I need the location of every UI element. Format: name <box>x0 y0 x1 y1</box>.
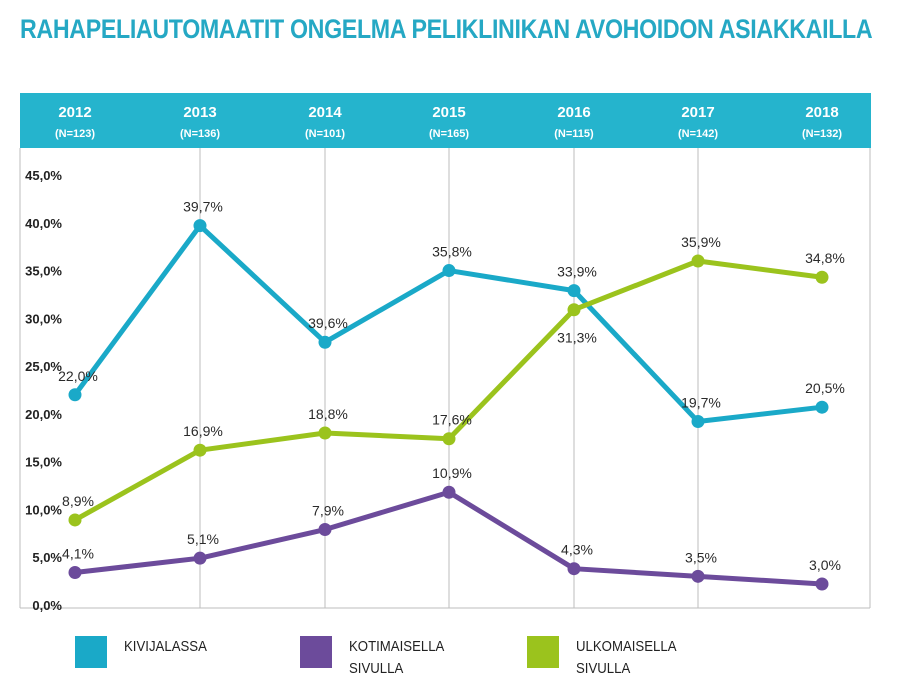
header-n-label: (N=123) <box>55 128 95 140</box>
data-point <box>815 270 829 284</box>
legend-swatch-kotimaisella-sivulla <box>300 636 332 668</box>
header-n-label: (N=136) <box>180 128 220 140</box>
legend-label-ulkomaisella-sivulla: ULKOMAISELLA SIVULLA <box>576 636 699 680</box>
header-band <box>20 93 871 148</box>
data-label: 5,1% <box>187 531 219 547</box>
y-tick-label: 30,0% <box>25 311 62 326</box>
data-point <box>815 400 829 414</box>
header-n-label: (N=132) <box>802 128 842 140</box>
data-point <box>318 335 332 349</box>
data-label: 20,5% <box>805 380 845 396</box>
data-point <box>442 485 456 499</box>
legend-swatch-kivijalassa <box>75 636 107 668</box>
y-tick-label: 20,0% <box>25 407 62 422</box>
data-point <box>193 443 207 457</box>
data-point <box>691 254 705 268</box>
legend-label-line: ULKOMAISELLA <box>576 638 677 655</box>
data-point <box>68 566 82 580</box>
header-n-label: (N=165) <box>429 128 469 140</box>
data-point <box>193 219 207 233</box>
y-tick-label: 40,0% <box>25 216 62 231</box>
legend-label-line: KOTIMAISELLA <box>349 638 445 655</box>
data-point <box>442 432 456 446</box>
data-label: 22,0% <box>58 368 98 384</box>
data-label: 10,9% <box>432 465 472 481</box>
data-point <box>318 426 332 440</box>
chart-title: RAHAPELIAUTOMAATIT ONGELMA PELIKLINIKAN … <box>20 14 873 44</box>
data-point <box>318 523 332 537</box>
data-label: 4,1% <box>62 546 94 562</box>
data-label: 33,9% <box>557 264 597 280</box>
legend-label-kivijalassa: KIVIJALASSA <box>124 636 247 658</box>
data-point <box>567 284 581 298</box>
data-label: 35,9% <box>681 234 721 250</box>
header-year-label: 2016 <box>557 104 590 121</box>
data-point <box>815 577 829 591</box>
data-label: 8,9% <box>62 493 94 509</box>
header-year-label: 2015 <box>432 104 465 121</box>
data-label: 16,9% <box>183 423 223 439</box>
header-n-label: (N=115) <box>554 128 594 140</box>
data-label: 4,3% <box>561 542 593 558</box>
data-point <box>691 569 705 583</box>
data-point <box>567 562 581 576</box>
legend-swatch-ulkomaisella-sivulla <box>527 636 559 668</box>
data-point <box>193 551 207 565</box>
data-label: 34,8% <box>805 250 845 266</box>
header-year-label: 2012 <box>58 104 91 121</box>
data-point <box>68 513 82 527</box>
legend-label-line: KIVIJALASSA <box>124 638 207 655</box>
data-point <box>442 264 456 278</box>
data-point <box>691 415 705 429</box>
data-label: 39,6% <box>308 315 348 331</box>
data-point <box>68 388 82 402</box>
y-tick-label: 5,0% <box>32 550 62 565</box>
data-label: 31,3% <box>557 330 597 346</box>
header-year-label: 2013 <box>183 104 216 121</box>
data-label: 18,8% <box>308 406 348 422</box>
header-year-label: 2017 <box>681 104 714 121</box>
data-point <box>567 303 581 317</box>
y-tick-label: 45,0% <box>25 168 62 183</box>
legend-label-line: SIVULLA <box>576 660 631 677</box>
legend-label-line: SIVULLA <box>349 660 404 677</box>
legend-label-kotimaisella-sivulla: KOTIMAISELLA SIVULLA <box>349 636 472 680</box>
header-n-label: (N=142) <box>678 128 718 140</box>
y-tick-label: 35,0% <box>25 264 62 279</box>
header-n-label: (N=101) <box>305 128 345 140</box>
data-label: 35,8% <box>432 244 472 260</box>
header-year-label: 2014 <box>308 104 342 121</box>
data-label: 7,9% <box>312 503 344 519</box>
data-label: 17,6% <box>432 412 472 428</box>
data-label: 3,5% <box>685 549 717 565</box>
data-label: 3,0% <box>809 557 841 573</box>
y-tick-label: 10,0% <box>25 502 62 517</box>
data-label: 19,7% <box>681 395 721 411</box>
y-tick-label: 0,0% <box>32 598 62 613</box>
data-label: 39,7% <box>183 199 223 215</box>
y-tick-label: 25,0% <box>25 359 62 374</box>
y-tick-label: 15,0% <box>25 455 62 470</box>
header-year-label: 2018 <box>805 104 838 121</box>
